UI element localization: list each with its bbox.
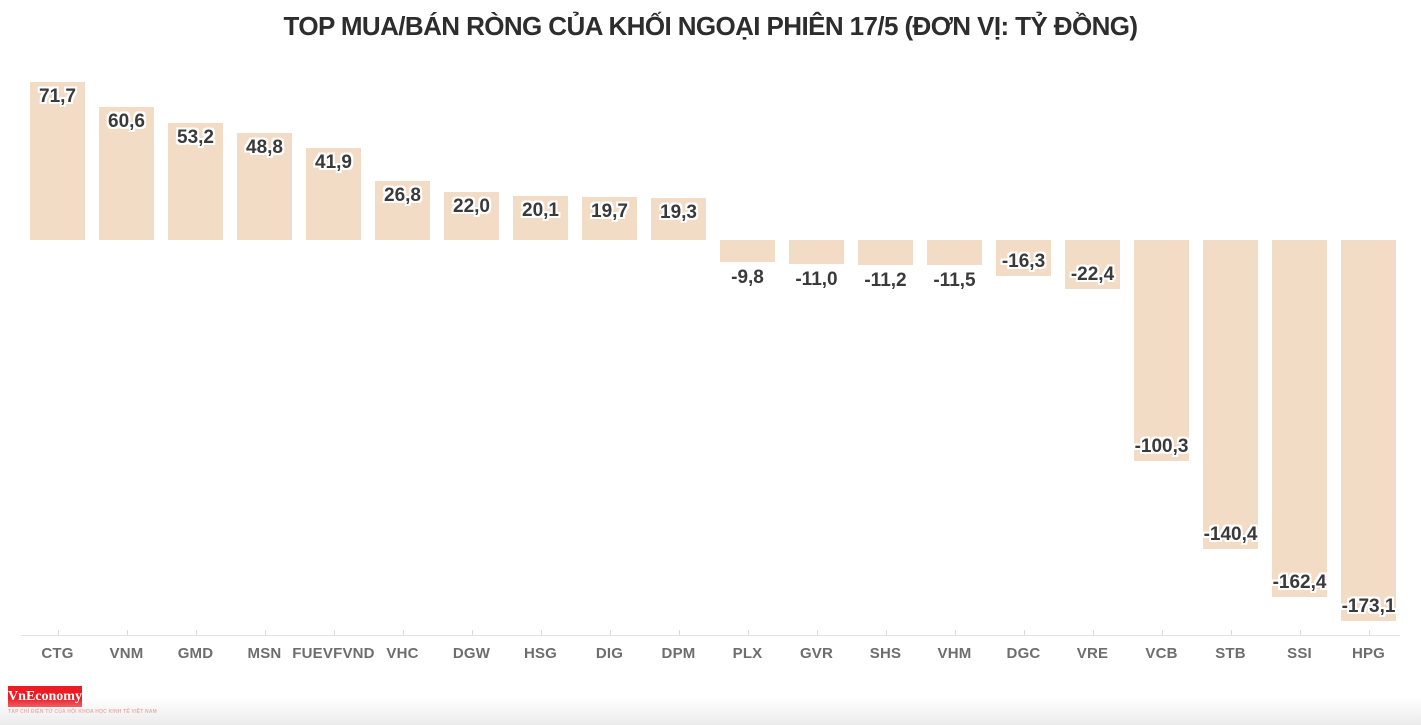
- bar-value-SSI: -162,4: [1272, 572, 1327, 594]
- bar-value-HPG: -173,1: [1341, 595, 1396, 617]
- bar-value-PLX: -9,8: [731, 266, 764, 288]
- bar-value-STB: -140,4: [1203, 523, 1258, 545]
- bar-value-MSN: 48,8: [246, 136, 283, 158]
- bar-SSI: [1272, 240, 1327, 598]
- bar-VNM: [99, 106, 154, 240]
- x-axis-line: [21, 635, 1400, 636]
- bar-value-VCB: -100,3: [1134, 435, 1189, 457]
- x-axis-tick: [1368, 630, 1370, 635]
- bar-value-DGW: 22,0: [453, 195, 490, 217]
- x-axis-label-VRE: VRE: [1076, 645, 1109, 662]
- x-axis-tick: [1299, 630, 1301, 635]
- x-axis-tick: [609, 630, 611, 635]
- x-axis-label-DPM: DPM: [661, 645, 696, 662]
- x-axis-label-DGC: DGC: [1006, 645, 1041, 662]
- x-axis-tick: [126, 630, 128, 635]
- bar-FUEVFVND: [306, 147, 361, 240]
- bar-GMD: [168, 122, 223, 240]
- x-axis-tick: [1023, 630, 1025, 635]
- bar-GVR: [789, 240, 844, 265]
- bar-value-GMD: 53,2: [177, 126, 214, 148]
- x-axis-label-HSG: HSG: [523, 645, 558, 662]
- x-axis-label-CTG: CTG: [41, 645, 74, 662]
- x-axis-tick: [402, 630, 404, 635]
- x-axis-label-DIG: DIG: [595, 645, 624, 662]
- x-axis-tick: [747, 630, 749, 635]
- x-axis-tick: [540, 630, 542, 635]
- x-axis-tick: [885, 630, 887, 635]
- x-axis-label-SSI: SSI: [1287, 645, 1312, 662]
- bar-STB: [1203, 240, 1258, 549]
- bar-VHC: [375, 181, 430, 240]
- bar-DGC: [996, 240, 1051, 276]
- bar-value-DGC: -16,3: [1001, 250, 1046, 272]
- x-axis-tick: [954, 630, 956, 635]
- bar-MSN: [237, 132, 292, 240]
- vneconomy-logo: VnEconomy: [8, 686, 82, 707]
- x-axis-label-STB: STB: [1215, 645, 1246, 662]
- x-axis-tick: [1230, 630, 1232, 635]
- vneconomy-logo-tagline: TẠP CHÍ ĐIỆN TỬ CỦA HỘI KHOA HỌC KINH TẾ…: [8, 709, 158, 715]
- bar-VCB: [1134, 240, 1189, 461]
- bar-DGW: [444, 191, 499, 240]
- bar-value-VHM: -11,5: [933, 270, 976, 292]
- x-axis-label-VHM: VHM: [937, 645, 972, 662]
- x-axis-tick: [1161, 630, 1163, 635]
- x-axis-tick: [678, 630, 680, 635]
- x-axis-tick: [1092, 630, 1094, 635]
- x-axis-label-GVR: GVR: [799, 645, 834, 662]
- bar-HSG: [513, 195, 568, 240]
- x-axis-label-SHS: SHS: [869, 645, 902, 662]
- bar-VHM: [927, 240, 982, 266]
- bar-value-DIG: 19,7: [591, 200, 628, 222]
- bar-DIG: [582, 196, 637, 240]
- bar-value-VHC: 26,8: [384, 185, 421, 207]
- x-axis-label-VCB: VCB: [1145, 645, 1178, 662]
- x-axis-label-GMD: GMD: [177, 645, 214, 662]
- bar-value-VRE: -22,4: [1070, 264, 1115, 286]
- x-axis-tick: [333, 630, 335, 635]
- x-axis-tick: [471, 630, 473, 635]
- bar-value-VNM: 60,6: [108, 110, 145, 132]
- bar-DPM: [651, 197, 706, 240]
- x-axis-tick: [195, 630, 197, 635]
- x-axis-label-MSN: MSN: [247, 645, 282, 662]
- x-axis-label-HPG: HPG: [1351, 645, 1386, 662]
- x-axis-label-FUEVFVND: FUEVFVND: [292, 645, 375, 662]
- bar-value-GVR: -11,0: [795, 269, 838, 291]
- vneconomy-logo-text: VnEconomy: [8, 688, 82, 704]
- chart-title: TOP MUA/BÁN RÒNG CỦA KHỐI NGOẠI PHIÊN 17…: [283, 11, 1138, 41]
- x-axis-tick: [57, 630, 59, 635]
- bar-value-FUEVFVND: 41,9: [315, 151, 352, 173]
- x-axis-label-PLX: PLX: [732, 645, 763, 662]
- bar-value-SHS: -11,2: [864, 269, 907, 291]
- x-axis-label-DGW: DGW: [452, 645, 491, 662]
- x-axis-label-VHC: VHC: [386, 645, 419, 662]
- bar-VRE: [1065, 240, 1120, 290]
- x-axis-label-VNM: VNM: [109, 645, 144, 662]
- bar-value-HSG: 20,1: [522, 199, 559, 221]
- x-axis-tick: [816, 630, 818, 635]
- x-axis-tick: [264, 630, 266, 635]
- bar-CTG: [30, 82, 85, 240]
- bar-PLX: [720, 240, 775, 262]
- bar-value-CTG: 71,7: [39, 86, 76, 108]
- bar-SHS: [858, 240, 913, 265]
- bar-value-DPM: 19,3: [660, 201, 697, 223]
- bar-HPG: [1341, 240, 1396, 621]
